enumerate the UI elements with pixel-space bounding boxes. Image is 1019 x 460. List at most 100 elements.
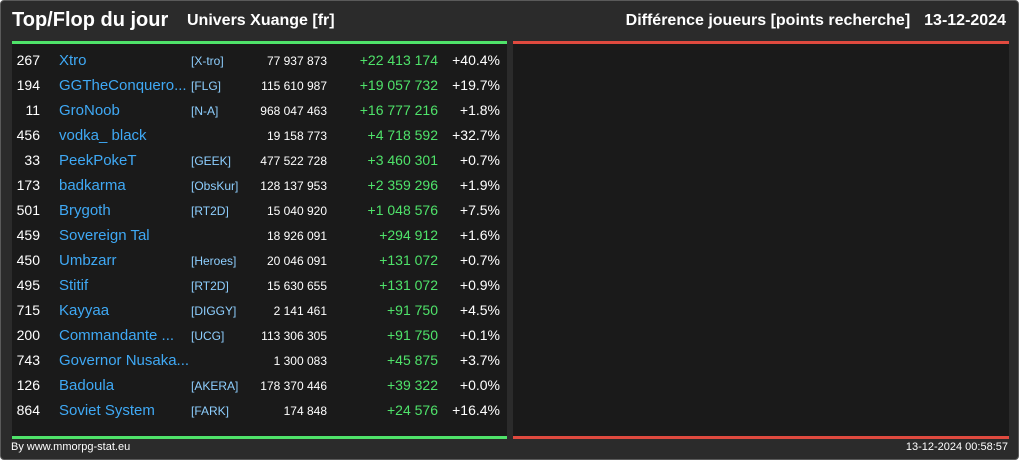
player-name-link[interactable]: Sovereign Tal bbox=[59, 227, 150, 244]
list-item: 33 PeekPokeT [GEEK] 477 522 728 +3 460 301 +0… bbox=[12, 149, 507, 174]
rank-value: 743 bbox=[16, 352, 40, 368]
universe-label: Univers Xuange [fr] bbox=[187, 12, 335, 29]
list-item: 194 GGTheConquero... [FLG] 115 610 987 +19 0… bbox=[12, 74, 507, 99]
diff-value: +294 912 bbox=[379, 227, 438, 243]
player-name-link[interactable]: badkarma bbox=[59, 177, 126, 194]
points-value: 113 306 305 bbox=[261, 329, 327, 343]
timestamp: 13-12-2024 00:58:57 bbox=[905, 441, 1008, 453]
rank-value: 194 bbox=[16, 77, 40, 93]
diff-value: +3 460 301 bbox=[367, 152, 438, 168]
list-item: 715 Kayyaa [DIGGY] 2 141 461 +91 750 +4.5% bbox=[12, 299, 507, 324]
flop-panel bbox=[513, 41, 1009, 439]
points-value: 115 610 987 bbox=[261, 79, 327, 93]
list-item: 11 GroNoob [N-A] 968 047 463 +16 777 216 +1.8… bbox=[12, 99, 507, 124]
percent-value: +0.1% bbox=[459, 327, 500, 343]
player-name-link[interactable]: Kayyaa bbox=[59, 302, 110, 319]
points-value: 77 937 873 bbox=[266, 54, 327, 68]
player-name-link[interactable]: Brygoth bbox=[59, 202, 111, 219]
points-value: 15 630 655 bbox=[266, 279, 327, 293]
rank-value: 495 bbox=[16, 277, 40, 293]
points-value: 128 137 953 bbox=[260, 179, 327, 193]
percent-value: +1.8% bbox=[459, 102, 500, 118]
rank-value: 126 bbox=[16, 377, 40, 393]
diff-value: +19 057 732 bbox=[359, 77, 438, 93]
rank-value: 200 bbox=[16, 327, 40, 343]
rank-value: 715 bbox=[16, 302, 40, 318]
percent-value: +0.9% bbox=[459, 277, 500, 293]
rank-value: 33 bbox=[24, 152, 40, 168]
rank-value: 501 bbox=[16, 202, 40, 218]
alliance-tag-link[interactable]: [FARK] bbox=[191, 404, 230, 418]
points-value: 1 300 083 bbox=[273, 354, 327, 368]
alliance-tag-link[interactable]: [AKERA] bbox=[191, 379, 239, 393]
points-value: 2 141 461 bbox=[273, 304, 327, 318]
player-name-link[interactable]: Governor Nusaka... bbox=[59, 352, 189, 369]
player-name-link[interactable]: PeekPokeT bbox=[59, 152, 137, 169]
diff-value: +1 048 576 bbox=[367, 202, 438, 218]
rank-value: 459 bbox=[16, 227, 40, 243]
percent-value: +4.5% bbox=[459, 302, 500, 318]
points-value: 20 046 091 bbox=[266, 254, 327, 268]
percent-value: +0.0% bbox=[459, 377, 500, 393]
list-item: 267 Xtro [X-tro] 77 937 873 +22 413 174 +40.4… bbox=[12, 49, 507, 74]
alliance-tag-link[interactable]: [UCG] bbox=[191, 329, 225, 343]
player-name-link[interactable]: vodka_ black bbox=[59, 127, 147, 144]
player-name-link[interactable]: Xtro bbox=[59, 52, 87, 69]
player-name-link[interactable]: Soviet System bbox=[59, 402, 155, 419]
player-name-link[interactable]: Stitif bbox=[59, 277, 89, 294]
alliance-tag-link[interactable]: [RT2D] bbox=[191, 204, 229, 218]
rank-value: 173 bbox=[16, 177, 40, 193]
list-item: 501 Brygoth [RT2D] 15 040 920 +1 048 576 +7.5… bbox=[12, 199, 507, 224]
list-item: 450 Umbzarr [Heroes] 20 046 091 +131 072 +0.7… bbox=[12, 249, 507, 274]
player-name-link[interactable]: Badoula bbox=[59, 377, 115, 394]
top-panel: 267 Xtro [X-tro] 77 937 873 +22 413 174 +40.4… bbox=[12, 41, 507, 439]
percent-value: +32.7% bbox=[452, 127, 500, 143]
list-item: 173 badkarma [ObsKur] 128 137 953 +2 359 296… bbox=[12, 174, 507, 199]
diff-value: +45 875 bbox=[387, 352, 438, 368]
points-value: 174 848 bbox=[283, 404, 327, 418]
alliance-tag-link[interactable]: [Heroes] bbox=[191, 254, 237, 268]
diff-value: +131 072 bbox=[379, 252, 438, 268]
player-name-link[interactable]: GGTheConquero... bbox=[59, 77, 187, 94]
percent-value: +40.4% bbox=[452, 52, 500, 68]
alliance-tag-link[interactable]: [N-A] bbox=[191, 104, 219, 118]
percent-value: +1.6% bbox=[459, 227, 500, 243]
list-item: 459 Sovereign Tal 18 926 091 +294 912 +1.6% bbox=[12, 224, 507, 249]
alliance-tag-link[interactable]: [RT2D] bbox=[191, 279, 229, 293]
header-right: Différence joueurs [points recherche] 13-… bbox=[626, 12, 1006, 30]
diff-value: +131 072 bbox=[379, 277, 438, 293]
points-value: 19 158 773 bbox=[266, 129, 327, 143]
percent-value: +0.7% bbox=[459, 152, 500, 168]
alliance-tag-link[interactable]: [X-tro] bbox=[191, 54, 224, 68]
player-name-link[interactable]: GroNoob bbox=[59, 102, 120, 119]
diff-value: +4 718 592 bbox=[367, 127, 438, 143]
list-item: 200 Commandante ... [UCG] 113 306 305 +91 75… bbox=[12, 324, 507, 349]
percent-value: +7.5% bbox=[459, 202, 500, 218]
diff-value: +22 413 174 bbox=[359, 52, 438, 68]
diff-value: +24 576 bbox=[387, 402, 438, 418]
rank-value: 267 bbox=[16, 52, 40, 68]
alliance-tag-link[interactable]: [FLG] bbox=[191, 79, 222, 93]
percent-value: +3.7% bbox=[459, 352, 500, 368]
diff-value: +91 750 bbox=[387, 302, 438, 318]
alliance-tag-link[interactable]: [GEEK] bbox=[191, 154, 232, 168]
alliance-tag-link[interactable]: [ObsKur] bbox=[191, 179, 239, 193]
credit-link[interactable]: By www.mmorpg-stat.eu bbox=[11, 441, 131, 453]
list-item: 126 Badoula [AKERA] 178 370 446 +39 322 +0.0% bbox=[12, 374, 507, 399]
points-value: 18 926 091 bbox=[266, 229, 327, 243]
rank-value: 11 bbox=[25, 102, 40, 118]
player-name-link[interactable]: Umbzarr bbox=[59, 252, 117, 269]
percent-value: +1.9% bbox=[459, 177, 500, 193]
diff-value: +16 777 216 bbox=[359, 102, 438, 118]
rank-value: 456 bbox=[16, 127, 40, 143]
points-value: 968 047 463 bbox=[260, 104, 327, 118]
player-name-link[interactable]: Commandante ... bbox=[59, 327, 175, 344]
rank-value: 864 bbox=[16, 402, 40, 418]
widget-title: Top/Flop du jour bbox=[12, 9, 169, 31]
alliance-tag-link[interactable]: [DIGGY] bbox=[191, 304, 237, 318]
points-value: 15 040 920 bbox=[266, 204, 327, 218]
diff-value: +91 750 bbox=[387, 327, 438, 343]
date-label: 13-12-2024 bbox=[924, 12, 1006, 29]
points-value: 178 370 446 bbox=[260, 379, 327, 393]
